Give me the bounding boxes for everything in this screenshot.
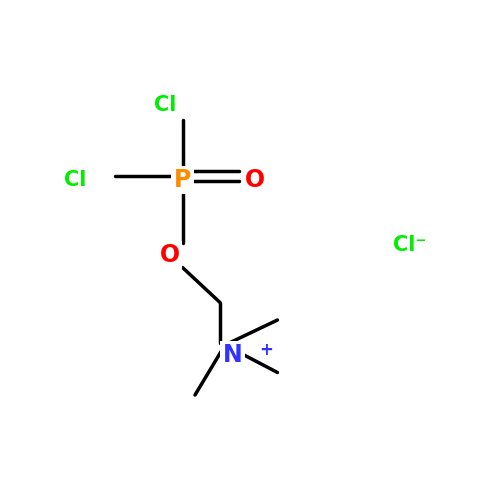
Text: Cl⁻: Cl⁻ (394, 235, 426, 255)
Text: Cl: Cl (154, 95, 176, 115)
Text: N: N (222, 343, 242, 367)
Text: +: + (259, 341, 273, 359)
Text: P: P (174, 168, 191, 192)
Text: Cl: Cl (64, 170, 86, 190)
Text: O: O (245, 168, 265, 192)
Text: O: O (160, 243, 180, 267)
